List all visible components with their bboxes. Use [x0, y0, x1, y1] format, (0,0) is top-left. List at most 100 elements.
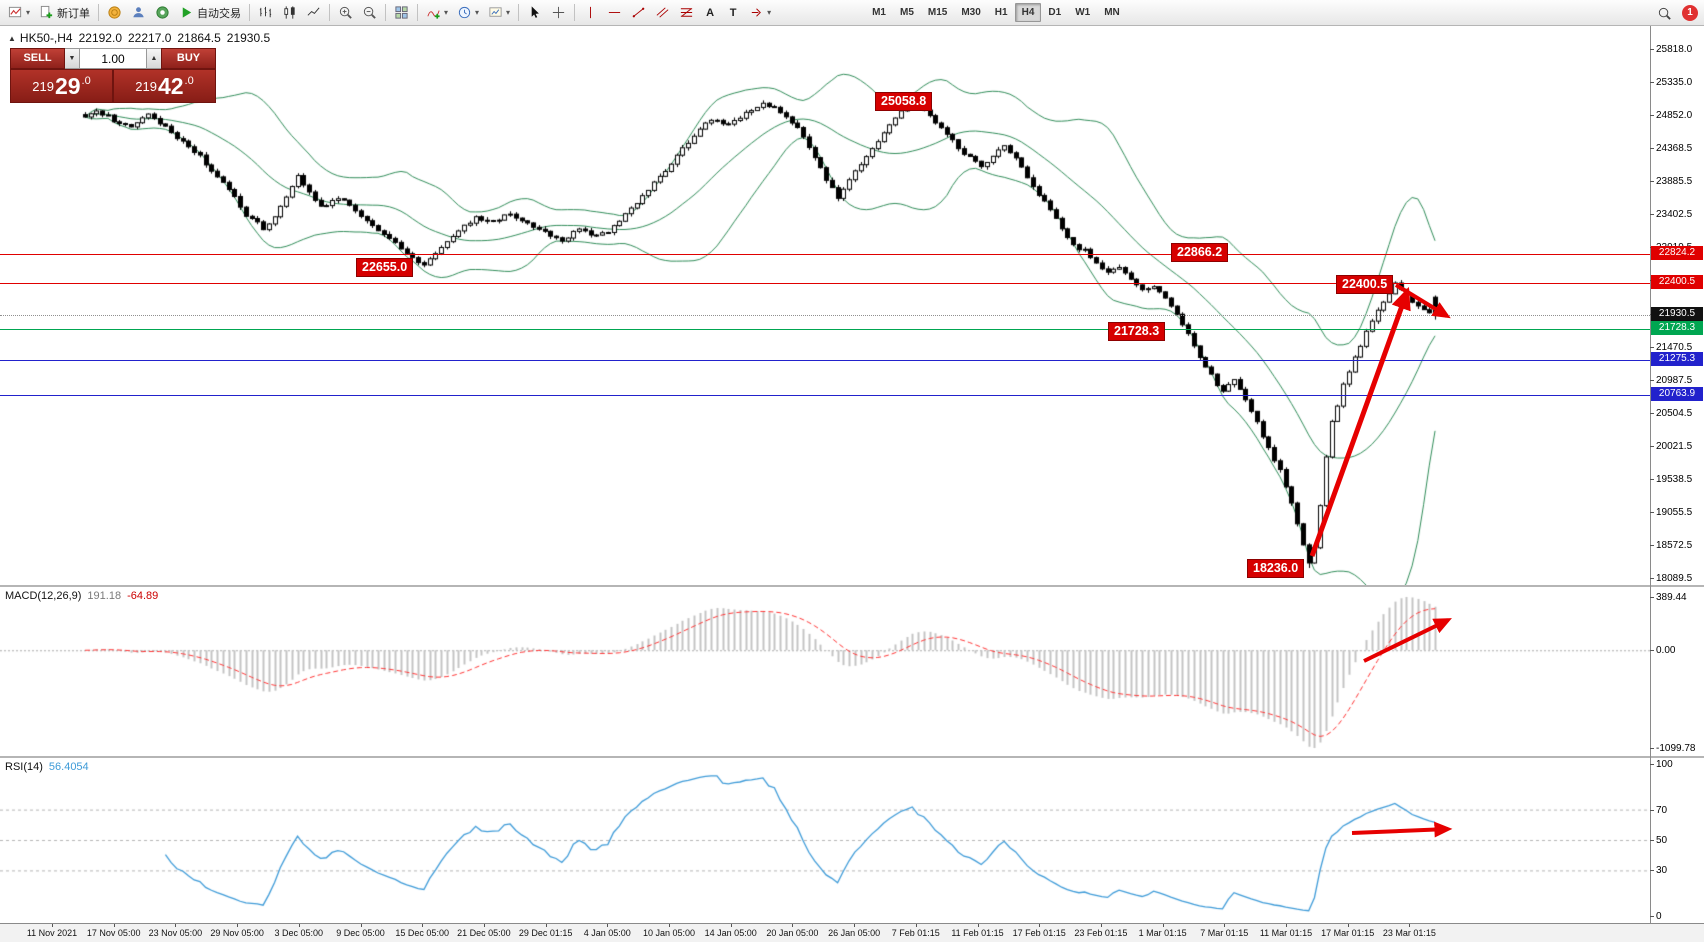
- search-button[interactable]: [1653, 2, 1676, 24]
- volume-input[interactable]: [79, 48, 147, 69]
- cursor-tool-button[interactable]: [523, 2, 546, 24]
- price-callout-25058.8[interactable]: 25058.8: [875, 92, 933, 111]
- buy-button[interactable]: BUY: [161, 48, 216, 69]
- timeframe-MN[interactable]: MN: [1097, 3, 1127, 22]
- buy-price-button[interactable]: 219 42.0: [113, 69, 216, 103]
- panel-splitter-macd-rsi[interactable]: [0, 756, 1704, 758]
- timeframe-H1[interactable]: H1: [988, 3, 1015, 22]
- macd-indicator-canvas[interactable]: [0, 587, 1650, 756]
- fibonacci-tool-button[interactable]: [675, 2, 698, 24]
- sell-price-suffix: .0: [81, 75, 91, 87]
- tile-windows-icon: [395, 6, 408, 19]
- price-callout-21728.3[interactable]: 21728.3: [1108, 322, 1166, 341]
- time-axis-tickmark: [1100, 924, 1102, 927]
- notifications-badge[interactable]: 1: [1682, 5, 1698, 21]
- autotrading-button[interactable]: 自动交易: [175, 2, 245, 24]
- label-tool-button[interactable]: T: [722, 2, 744, 24]
- buy-price-prefix: 219: [135, 78, 157, 94]
- community-button[interactable]: [151, 2, 174, 24]
- level-line-20763.9[interactable]: [0, 394, 1650, 396]
- vertical-line-tool-button[interactable]: [579, 2, 602, 24]
- price-axis-tick: 24852.0: [1656, 110, 1693, 122]
- new-chart-button[interactable]: ▾: [4, 2, 34, 24]
- timeframe-M1[interactable]: M1: [865, 3, 893, 22]
- volume-increase-button[interactable]: ▲: [147, 48, 161, 69]
- horizontal-line-tool-button[interactable]: [603, 2, 626, 24]
- panel-splitter-main-macd[interactable]: [0, 585, 1704, 587]
- timeframe-group: M1 M5 M15 M30 H1 H4 D1 W1 MN: [865, 3, 1127, 22]
- macd-signal-value: -64.89: [127, 590, 159, 602]
- tile-windows-button[interactable]: [390, 2, 413, 24]
- time-axis-tickmark: [113, 924, 115, 927]
- price-callout-18236.0[interactable]: 18236.0: [1247, 559, 1305, 578]
- buy-price-big: 42: [157, 72, 184, 99]
- candlestick-mode-button[interactable]: [278, 2, 301, 24]
- price-callout-22655.0[interactable]: 22655.0: [356, 258, 414, 277]
- rsi-axis-tickmark: [1650, 764, 1654, 765]
- macd-axis-tickmark: [1650, 748, 1654, 749]
- level-line-21728.3[interactable]: [0, 328, 1650, 330]
- price-tag-20763.9: 20763.9: [1651, 386, 1703, 401]
- chevron-down-icon: ▾: [506, 7, 511, 17]
- chevron-down-icon: ▾: [26, 7, 31, 17]
- zoom-in-button[interactable]: [334, 2, 357, 24]
- time-axis-label: 3 Dec 05:00: [274, 928, 324, 938]
- text-tool-button[interactable]: A: [699, 2, 721, 24]
- templates-button[interactable]: ▾: [484, 2, 514, 24]
- sell-price-button[interactable]: 219 29.0: [10, 69, 113, 103]
- timeframe-D1[interactable]: D1: [1041, 3, 1068, 22]
- time-axis-label: 17 Nov 05:00: [86, 928, 141, 938]
- price-chart-canvas[interactable]: [0, 26, 1650, 585]
- sell-button[interactable]: SELL: [10, 48, 65, 69]
- text-tool-icon: A: [706, 6, 715, 19]
- time-axis-label: 10 Jan 05:00: [642, 928, 696, 938]
- rsi-axis-tick: 0: [1656, 911, 1662, 922]
- level-line-22824.2[interactable]: [0, 253, 1650, 255]
- timeframe-M5[interactable]: M5: [893, 3, 921, 22]
- volume-decrease-button[interactable]: ▼: [65, 48, 79, 69]
- rsi-label: RSI(14) 56.4054: [5, 761, 89, 773]
- price-callout-22400.5[interactable]: 22400.5: [1336, 275, 1394, 294]
- level-line-21275.3[interactable]: [0, 359, 1650, 361]
- time-axis-label: 23 Mar 01:15: [1382, 928, 1436, 938]
- collapse-arrow-icon[interactable]: ▲: [8, 34, 16, 43]
- trendline-tool-button[interactable]: [627, 2, 650, 24]
- time-axis-tickmark: [422, 924, 424, 927]
- price-axis-tickmark: [1650, 412, 1654, 414]
- price-callout-22866.2[interactable]: 22866.2: [1171, 243, 1229, 262]
- indicators-button[interactable]: ▾: [422, 2, 452, 24]
- horizontal-line-icon: [608, 12, 621, 13]
- channel-tool-button[interactable]: [651, 2, 674, 24]
- zoom-out-button[interactable]: [358, 2, 381, 24]
- price-axis-tickmark: [1650, 181, 1654, 183]
- time-axis-tickmark: [1162, 924, 1164, 927]
- new-order-button[interactable]: 新订单: [35, 2, 94, 24]
- toolbar-separator: [518, 4, 520, 21]
- profile-button[interactable]: [127, 2, 150, 24]
- price-axis-tickmark: [1650, 478, 1654, 480]
- toolbar-separator: [98, 4, 100, 21]
- macd-name: MACD(12,26,9): [5, 590, 82, 602]
- rsi-indicator-canvas[interactable]: [0, 758, 1650, 922]
- new-order-label: 新订单: [57, 7, 91, 20]
- low-value: 21864.5: [177, 31, 221, 45]
- metaquotes-button[interactable]: [103, 2, 126, 24]
- crosshair-tool-button[interactable]: [547, 2, 570, 24]
- rsi-axis-tickmark: [1650, 870, 1654, 872]
- timeframe-W1[interactable]: W1: [1068, 3, 1097, 22]
- timeframe-M30[interactable]: M30: [954, 3, 987, 22]
- line-chart-mode-button[interactable]: [302, 2, 325, 24]
- level-line-21930.5[interactable]: [0, 315, 1650, 317]
- timeframe-M15[interactable]: M15: [921, 3, 954, 22]
- time-axis-label: 11 Nov 2021: [26, 928, 78, 938]
- bar-chart-mode-button[interactable]: [254, 2, 277, 24]
- periods-button[interactable]: ▾: [453, 2, 483, 24]
- symbol-name: HK50-,H4: [19, 31, 73, 45]
- cursor-icon: [531, 6, 539, 18]
- level-line-22400.5[interactable]: [0, 282, 1650, 284]
- price-tag-21930.5: 21930.5: [1651, 307, 1703, 322]
- shapes-tool-button[interactable]: ▾: [745, 2, 775, 24]
- timeframe-H4[interactable]: H4: [1014, 3, 1042, 22]
- template-icon: [489, 7, 502, 17]
- buy-price-suffix: .0: [184, 75, 194, 87]
